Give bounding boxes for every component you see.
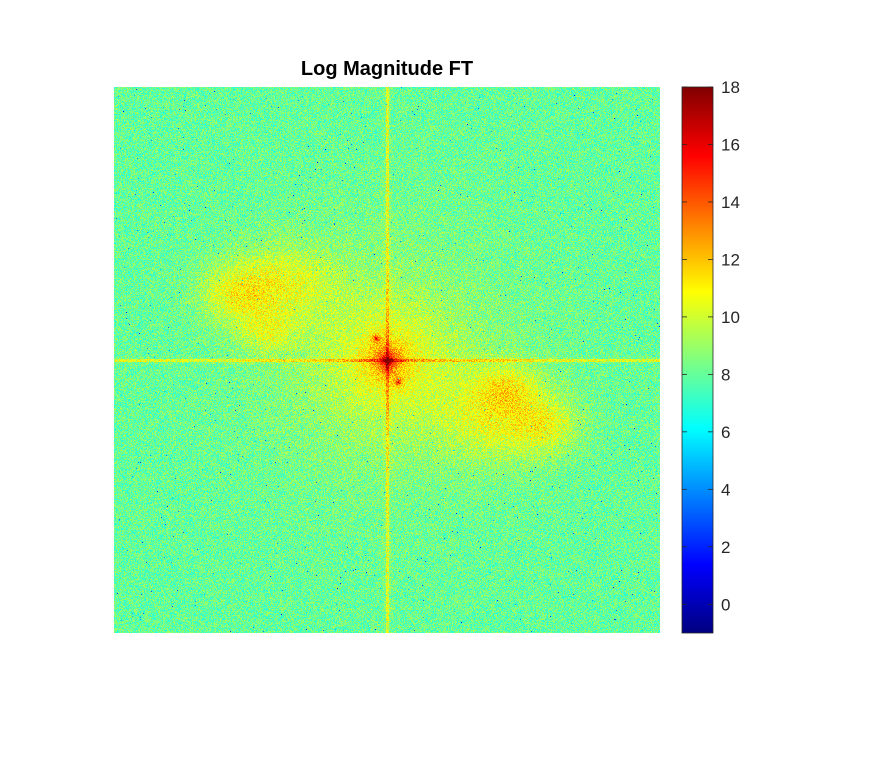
colorbar-tick-label: 14 bbox=[721, 193, 740, 212]
colorbar-tick-label: 4 bbox=[721, 480, 730, 499]
colorbar-tick-label: 6 bbox=[721, 423, 730, 442]
colorbar-gradient bbox=[681, 86, 714, 634]
colorbar-tick-label: 16 bbox=[721, 135, 740, 154]
colorbar-tick-label: 8 bbox=[721, 365, 730, 384]
heatmap-image bbox=[114, 87, 660, 633]
colorbar-tick-label: 2 bbox=[721, 538, 730, 557]
colorbar-tick-label: 18 bbox=[721, 78, 740, 97]
colorbar-tick-label: 10 bbox=[721, 308, 740, 327]
colorbar-tick-label: 12 bbox=[721, 250, 740, 269]
colorbar-ticks: 0 2 4 6 8 10 12 14 16 18 bbox=[682, 78, 740, 614]
chart-title: Log Magnitude FT bbox=[300, 58, 474, 80]
colorbar-tick-label: 0 bbox=[721, 595, 730, 614]
